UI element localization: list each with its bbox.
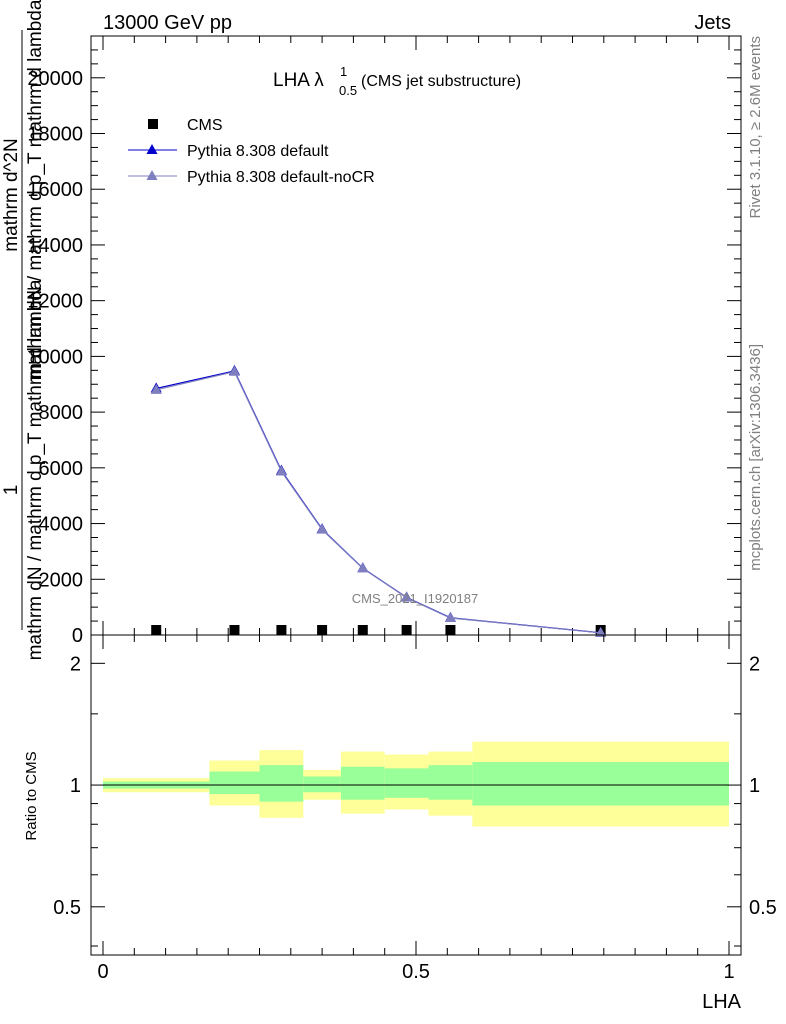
main-ytick-label: 2000 [39, 569, 84, 591]
legend-marker-default [146, 144, 158, 154]
pythia-nocr-point [401, 591, 413, 602]
pythia-nocr-point [275, 465, 287, 476]
main-y-axis: 0 2000 4000 6000 8000 10000 12000 14000 16000 180… [27, 35, 741, 647]
main-ylabel-numerator: mathrm d^2N [1, 138, 22, 251]
main-ytick-label: 0 [72, 625, 83, 647]
main-ytick-label: 6000 [39, 458, 84, 480]
ratio-ylabel: Ratio to CMS [23, 751, 40, 840]
ratio-band-green [209, 771, 260, 795]
main-ytick-label: 8000 [39, 402, 84, 424]
main-ylabel-denominator-upper: mathrm dN / mathrm d p_T mathrm d lambda [25, 0, 46, 380]
ratio-ytick-label: 1 [70, 775, 81, 797]
ratio-band-green [259, 765, 304, 802]
ratio-ytick-label-right: 0.5 [749, 897, 777, 919]
header-process: Jets [694, 12, 731, 34]
cms-data-point [401, 625, 412, 635]
title-rest: (CMS jet substructure) [361, 73, 521, 90]
title-superscript: 1 [340, 64, 347, 79]
main-ytick-label: 14000 [27, 235, 83, 257]
main-ytick-label: 12000 [27, 291, 83, 313]
main-ytick-label: 16000 [27, 179, 83, 201]
main-ylabel-one: 1 [1, 485, 22, 496]
main-title: LHA λ 1 0.5 (CMS jet substructure) [273, 64, 521, 98]
ratio-band-green [428, 765, 473, 800]
title-main: LHA λ [273, 70, 324, 91]
main-series-layer [150, 364, 607, 637]
main-ytick-label: 4000 [39, 514, 84, 536]
legend-label-nocr: Pythia 8.308 default-noCR [187, 169, 375, 186]
main-x-axis-ticks [102, 36, 730, 635]
pythia-nocr-point [595, 626, 607, 637]
legend: CMS Pythia 8.308 default Pythia 8.308 de… [128, 117, 375, 186]
analysis-watermark: CMS_2021_I1920187 [352, 591, 479, 606]
title-subscript: 0.5 [339, 83, 357, 98]
main-ytick-label: 10000 [27, 346, 83, 368]
legend-label-cms: CMS [187, 117, 223, 134]
cms-data-point [229, 625, 240, 635]
ratio-band-green [340, 766, 385, 800]
ratio-band-green [472, 762, 729, 806]
header-energy: 13000 GeV pp [103, 12, 232, 34]
pythia-nocr-line [156, 371, 601, 634]
mcplots-label: mcplots.cern.ch [arXiv:1306.3436] [747, 344, 764, 571]
ratio-band-green [303, 776, 341, 793]
legend-marker-nocr [146, 170, 158, 180]
rivet-version-label: Rivet 3.1.10, ≥ 2.6M events [747, 36, 764, 219]
ratio-ytick-label-right: 1 [749, 775, 760, 797]
cms-data-point [151, 625, 162, 635]
main-ytick-label: 18000 [27, 124, 83, 146]
main-ylabel-denominator: mathrm dN / mathrm d p_T mathrm d lambda [25, 279, 46, 660]
ratio-y-axis: 0.5 0.5 1 1 2 2 [53, 653, 777, 947]
pythia-nocr-point [228, 365, 240, 376]
cms-data-point [317, 625, 328, 635]
main-ylabel: 1 mathrm d^2N mathrm dN / mathrm d p_T m… [1, 0, 46, 660]
ratio-ytick-label-right: 2 [749, 653, 760, 675]
ratio-xtick-label: 0.5 [402, 961, 430, 983]
ratio-bands-layer [103, 741, 729, 827]
ratio-x-axis: 0 0.5 1 [97, 635, 735, 983]
svg-text:LHA λ: LHA λ [273, 70, 324, 91]
pythia-nocr-point [357, 562, 369, 573]
cms-data-point [445, 625, 456, 635]
legend-marker-cms [148, 119, 158, 129]
main-ytick-label: 20000 [27, 68, 83, 90]
pythia-nocr-point [150, 383, 162, 394]
cms-data-point [276, 625, 287, 635]
ratio-ytick-label: 2 [70, 653, 81, 675]
x-axis-label: LHA [702, 991, 742, 1013]
ratio-xtick-label: 0 [97, 961, 108, 983]
ratio-band-green [384, 768, 429, 798]
ratio-ytick-label: 0.5 [53, 897, 81, 919]
pythia-nocr-point [316, 523, 328, 534]
cms-data-point [357, 625, 368, 635]
ratio-xtick-label: 1 [723, 961, 734, 983]
legend-label-default: Pythia 8.308 default [187, 143, 329, 160]
pythia-nocr-point [444, 612, 456, 623]
